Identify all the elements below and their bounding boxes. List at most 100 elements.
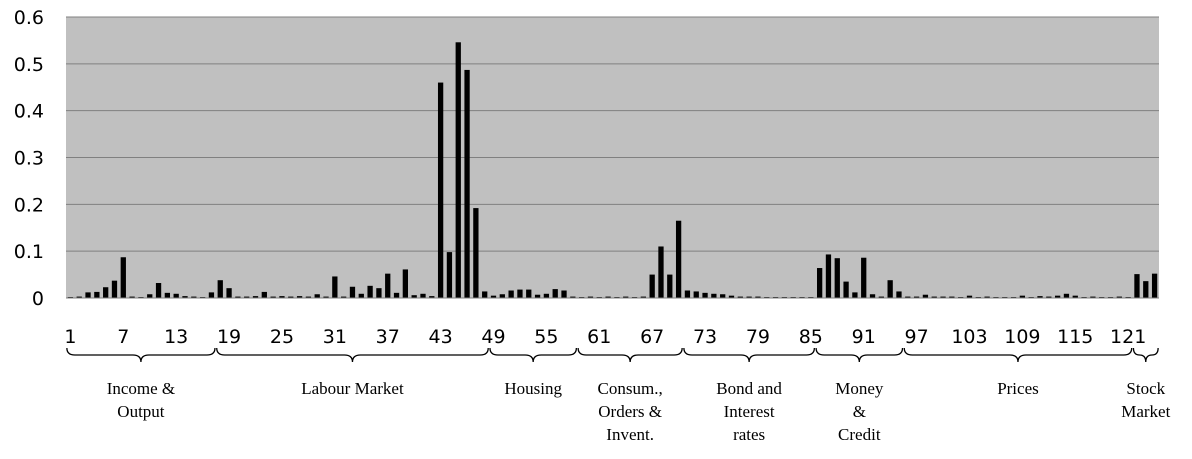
x-tick-label: 109 — [1004, 326, 1040, 348]
x-tick-label: 37 — [376, 326, 400, 348]
bar — [376, 288, 382, 298]
bar — [931, 296, 937, 298]
bar — [570, 296, 576, 298]
bar — [534, 294, 541, 298]
bar — [341, 296, 347, 298]
group-label-line: Output — [117, 402, 165, 421]
bar — [226, 288, 232, 298]
group-label-line: Prices — [997, 379, 1039, 398]
x-tick-label: 85 — [799, 326, 823, 348]
x-tick-label: 55 — [534, 326, 558, 348]
bar — [1116, 296, 1122, 298]
bar — [147, 294, 153, 298]
group-label-line: Invent. — [606, 425, 654, 444]
bar — [217, 280, 223, 298]
bar — [437, 82, 444, 298]
bar — [878, 296, 884, 298]
group-braces — [66, 347, 1159, 363]
bar — [358, 293, 364, 298]
group-brace — [815, 347, 904, 363]
bar — [296, 296, 303, 298]
x-tick-label: 61 — [587, 326, 611, 348]
bar — [913, 296, 920, 298]
group-label-line: Bond and — [716, 379, 782, 398]
bar — [658, 246, 664, 298]
bar — [887, 280, 893, 298]
bar — [561, 290, 567, 298]
bar — [244, 296, 250, 298]
bar — [367, 285, 373, 298]
bar — [1072, 295, 1078, 298]
y-tick-label: 0 — [32, 288, 44, 310]
bar — [252, 296, 259, 298]
bar — [1037, 296, 1043, 298]
bar — [482, 291, 488, 298]
group-brace — [489, 347, 578, 363]
bar — [755, 296, 761, 298]
bar — [684, 290, 691, 298]
x-tick-label: 13 — [164, 326, 188, 348]
bar — [675, 220, 682, 298]
group-label-line: Money — [835, 379, 884, 398]
x-axis-tick-labels: 1 7 13 19 25 31 37 43 49 55 61 67 73 79 85 91 97 103 109 11… — [64, 326, 1146, 348]
bar — [949, 296, 955, 298]
group-brace — [683, 347, 816, 363]
bar — [861, 257, 867, 298]
group-label-line: Income & — [107, 379, 175, 398]
bar — [490, 295, 497, 298]
bar — [543, 293, 550, 298]
x-tick-label: 115 — [1057, 326, 1093, 348]
y-tick-label: 0.3 — [14, 148, 44, 170]
x-tick-label: 121 — [1110, 326, 1146, 348]
bar — [552, 289, 558, 298]
bar — [1046, 296, 1052, 298]
x-tick-label: 25 — [270, 326, 294, 348]
bar — [940, 296, 946, 298]
bar — [314, 294, 320, 298]
group-brace — [1132, 347, 1159, 363]
bar — [711, 293, 717, 298]
bar — [402, 269, 409, 298]
bar — [587, 296, 594, 298]
bar — [640, 296, 646, 298]
x-tick-label: 31 — [323, 326, 347, 348]
x-tick-label: 73 — [693, 326, 717, 348]
bar — [843, 281, 849, 298]
bar — [464, 69, 470, 299]
x-tick-label: 97 — [905, 326, 929, 348]
bar — [446, 252, 453, 298]
x-tick-label: 49 — [481, 326, 505, 348]
bar — [905, 296, 911, 298]
bar — [852, 292, 858, 298]
x-tick-label: 103 — [951, 326, 987, 348]
bar — [869, 294, 876, 298]
group-label-line: rates — [733, 425, 765, 444]
bar — [499, 294, 505, 298]
bar — [1054, 295, 1061, 298]
bar — [720, 294, 726, 298]
bar — [111, 280, 118, 298]
bar — [834, 258, 840, 298]
group-brace — [903, 347, 1133, 363]
bar — [191, 296, 197, 298]
bar — [173, 293, 179, 298]
bar — [508, 290, 514, 298]
bar — [1019, 295, 1026, 298]
group-label-line: Orders & — [598, 402, 662, 421]
bar — [164, 292, 171, 298]
bar — [526, 289, 532, 298]
bar — [208, 292, 215, 298]
bar — [85, 292, 91, 298]
bar — [728, 295, 735, 298]
y-tick-label: 0.2 — [14, 194, 44, 216]
bar — [305, 296, 312, 298]
x-tick-label: 67 — [640, 326, 664, 348]
bars — [67, 42, 1158, 299]
bar — [76, 296, 82, 298]
bar — [922, 294, 929, 298]
bar — [94, 291, 100, 298]
group-labels: Income & Output Labour Market Housing Consum… — [107, 379, 1171, 444]
bar — [235, 296, 241, 298]
bar — [517, 289, 523, 298]
